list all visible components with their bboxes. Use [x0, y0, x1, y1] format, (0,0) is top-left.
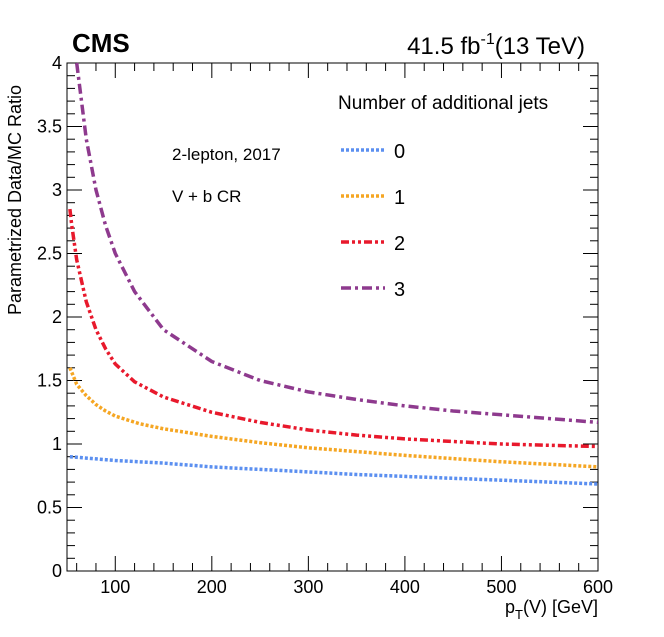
series-lines — [68, 62, 599, 486]
y-tick-label: 0.5 — [37, 498, 62, 518]
experiment-label: CMS — [72, 28, 130, 58]
x-tick-label: 500 — [486, 577, 516, 597]
x-tick-labels: 100 200 300 400 500 600 — [100, 577, 613, 597]
y-tick-label: 1 — [52, 434, 62, 454]
annotation-channel: 2-lepton, 2017 — [172, 145, 281, 164]
x-tick-label: 100 — [100, 577, 130, 597]
y-axis-label: Parametrized Data/MC Ratio — [5, 85, 25, 315]
legend-label-3: 3 — [394, 279, 405, 301]
x-tick-label: 300 — [293, 577, 323, 597]
plot-frame — [66, 62, 599, 572]
x-tick-label: 200 — [197, 577, 227, 597]
axis-ticks — [67, 62, 599, 572]
y-tick-label: 2.5 — [37, 244, 62, 264]
luminosity-label: 41.5 fb-1(13 TeV) — [407, 31, 585, 60]
series-line-0 — [69, 454, 599, 486]
y-tick-labels: 0 0.5 1 1.5 2 2.5 3 3.5 4 — [37, 53, 62, 581]
x-axis-label: pT(V) [GeV] — [505, 597, 598, 622]
legend: 0 1 2 3 — [341, 141, 405, 301]
x-tick-label: 400 — [390, 577, 420, 597]
y-tick-label: 4 — [52, 53, 62, 73]
legend-title: Number of additional jets — [338, 93, 548, 114]
legend-label-0: 0 — [394, 141, 405, 163]
y-tick-label: 1.5 — [37, 371, 62, 391]
series-line-1 — [68, 367, 599, 469]
legend-label-2: 2 — [394, 233, 405, 255]
x-tick-label: 600 — [583, 577, 613, 597]
annotation-region: V + b CR — [172, 187, 241, 206]
y-tick-label: 0 — [52, 561, 62, 581]
series-line-2 — [68, 208, 599, 449]
y-tick-label: 2 — [52, 307, 62, 327]
y-tick-label: 3 — [52, 180, 62, 200]
legend-label-1: 1 — [394, 187, 405, 209]
series-line-3 — [74, 62, 599, 425]
y-tick-label: 3.5 — [37, 117, 62, 137]
